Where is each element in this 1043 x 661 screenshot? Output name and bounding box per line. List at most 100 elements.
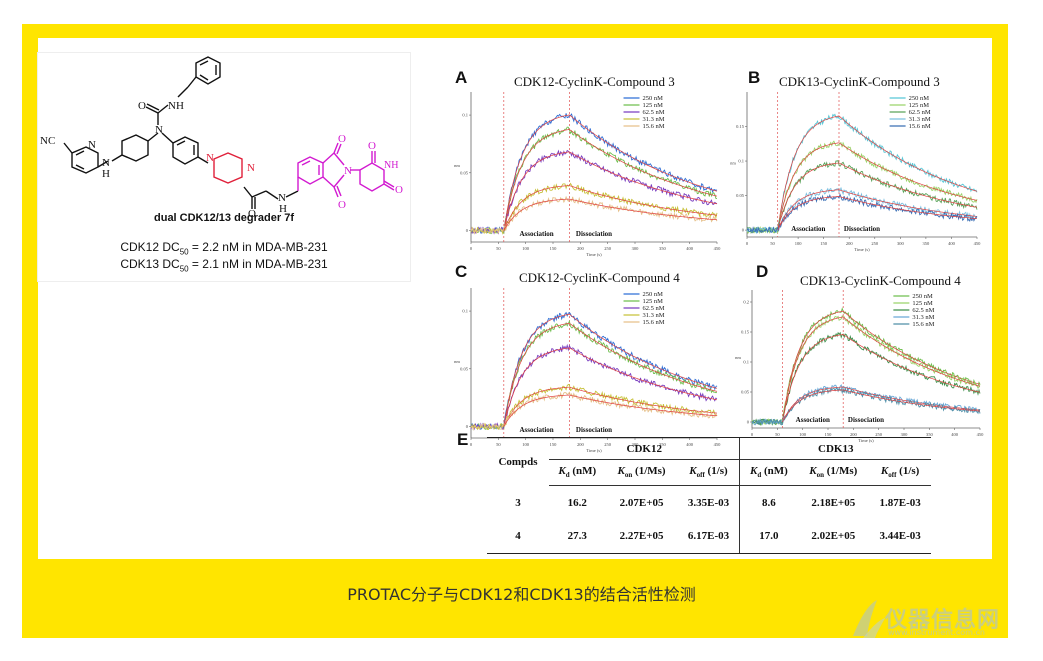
table-column-header: Kd (nM) xyxy=(549,459,606,486)
x-tick-label: 300 xyxy=(632,246,640,251)
fit-curve xyxy=(782,386,981,423)
molecule-label-o-imide2: O xyxy=(338,199,346,211)
legend-label: 15.6 nM xyxy=(643,123,665,130)
chart-b-title: CDK13-CyclinK-Compound 3 xyxy=(779,74,940,89)
chart-a-title: CDK12-CyclinK-Compound 3 xyxy=(514,74,675,89)
x-tick-label: 150 xyxy=(820,241,828,246)
fit-curve xyxy=(503,185,718,231)
table-cell: 3.44E-03 xyxy=(869,519,931,554)
x-tick-label: 0 xyxy=(751,432,754,437)
molecule-structure-box: NC N N H O NH N N N O N H O O N O O NH xyxy=(38,53,410,281)
x-tick-label: 50 xyxy=(775,432,780,437)
x-tick-label: 150 xyxy=(825,432,833,437)
y-tick-label: 0 xyxy=(747,420,750,425)
x-tick-label: 150 xyxy=(550,246,558,251)
molecule-label-o-glut1: O xyxy=(368,140,376,152)
kinetics-table: Compds CDK12 CDK13 Kd (nM) Kon (1/Ms) Koff… xyxy=(487,437,931,554)
molecule-label-o-glut2: O xyxy=(395,184,403,196)
cdk12-dc50-line: CDK12 DC50 = 2.2 nM in MDA-MB-231 xyxy=(120,240,328,257)
watermark-text: 仪器信息网 xyxy=(885,608,1001,633)
annotation-association: Association xyxy=(519,230,553,238)
x-tick-label: 400 xyxy=(951,432,959,437)
x-tick-label: 100 xyxy=(799,432,807,437)
table-row-4: 4 27.3 2.27E+05 6.17E-03 17.0 2.02E+05 3… xyxy=(487,519,931,554)
x-tick-label: 350 xyxy=(923,241,931,246)
x-tick-label: 200 xyxy=(850,432,858,437)
y-axis-label: nm xyxy=(454,163,460,168)
y-tick-label: 0.1 xyxy=(462,309,468,314)
fit-curve xyxy=(777,189,978,231)
panel-letter-e: E xyxy=(457,430,469,449)
y-tick-label: 0.15 xyxy=(736,124,745,129)
table-column-header: Koff (1/s) xyxy=(869,459,931,486)
table-cell: 1.87E-03 xyxy=(879,496,921,509)
x-axis-label: Time (s) xyxy=(854,247,870,252)
molecule-bonds-thalidomide xyxy=(297,142,395,198)
x-tick-label: 0 xyxy=(746,241,749,246)
y-tick-label: 0.05 xyxy=(460,366,469,371)
y-axis-label: nm xyxy=(730,161,736,166)
x-tick-label: 300 xyxy=(901,432,909,437)
fit-curve xyxy=(503,198,718,231)
y-tick-label: 0.15 xyxy=(741,330,750,335)
watermark-url: www.instrument.com.cn xyxy=(888,628,985,637)
fit-curve xyxy=(777,196,978,231)
x-tick-label: 450 xyxy=(974,241,982,246)
table-cell-compd: 4 xyxy=(487,519,549,554)
watermark-logo-icon xyxy=(853,600,885,638)
legend-label: 250 nM xyxy=(643,95,664,102)
x-axis-label: Time (s) xyxy=(586,252,602,257)
molecule-label-n-pip2: N xyxy=(206,152,214,164)
x-tick-label: 0 xyxy=(470,246,473,251)
fit-curve xyxy=(503,386,718,427)
fit-curve xyxy=(782,389,981,423)
x-tick-label: 400 xyxy=(948,241,956,246)
figure-caption: PROTAC分子与CDK12和CDK13的结合活性检测 xyxy=(347,585,696,604)
table-cell: 17.0 xyxy=(739,519,798,554)
molecule-label-o-imide1: O xyxy=(338,133,346,145)
annotation-dissociation: Dissociation xyxy=(576,230,612,238)
legend-label: 31.3 nM xyxy=(643,312,665,319)
fit-curve xyxy=(503,313,718,427)
x-tick-label: 0 xyxy=(470,442,473,447)
fit-curve xyxy=(503,129,718,231)
table-header-compds: Compds xyxy=(487,437,549,486)
molecule-label-n-urea: N xyxy=(155,124,163,136)
table-cell: 2.07E+05 xyxy=(619,496,664,509)
x-tick-label: 50 xyxy=(496,246,501,251)
molecule-bonds-black xyxy=(63,56,299,209)
fit-curve xyxy=(503,347,718,427)
legend-label: 15.6 nM xyxy=(643,319,665,326)
legend-label: 62.5 nM xyxy=(643,305,665,312)
molecule-label-h-amine: H xyxy=(102,168,110,180)
y-tick-label: 0.1 xyxy=(462,113,468,118)
molecule-label-n-imide: N xyxy=(344,165,352,177)
legend-label: 62.5 nM xyxy=(912,307,934,314)
legend-label: 250 nM xyxy=(643,291,664,298)
table-column-header: Kon (1/Ms) xyxy=(797,459,870,486)
legend-label: 250 nM xyxy=(912,293,933,300)
fit-curve xyxy=(503,322,718,427)
legend-label: 125 nM xyxy=(643,102,664,109)
annotation-dissociation: Dissociation xyxy=(848,416,884,424)
annotation-association: Association xyxy=(791,225,825,233)
x-tick-label: 450 xyxy=(714,246,722,251)
table-group-cdk13: CDK13 xyxy=(739,437,931,460)
molecule-label-n-link: N xyxy=(278,192,286,204)
molecule-label-h-link: H xyxy=(279,203,287,215)
fit-curve xyxy=(777,115,978,231)
molecule-label-o-amide: O xyxy=(248,208,256,218)
legend-label: 62.5 nM xyxy=(643,109,665,116)
y-axis-label: nm xyxy=(454,359,460,364)
y-tick-label: 0 xyxy=(466,228,469,233)
table-group-cdk12: CDK12 xyxy=(549,437,740,460)
legend-label: 15.6 nM xyxy=(912,321,934,328)
molecule-structure-svg: NC N N H O NH N N N O N H O O N O O NH xyxy=(40,56,403,218)
x-tick-label: 350 xyxy=(926,432,934,437)
y-tick-label: 0 xyxy=(466,424,469,429)
series-62-5-nM xyxy=(751,331,981,427)
series-62-5-nM xyxy=(470,149,718,235)
